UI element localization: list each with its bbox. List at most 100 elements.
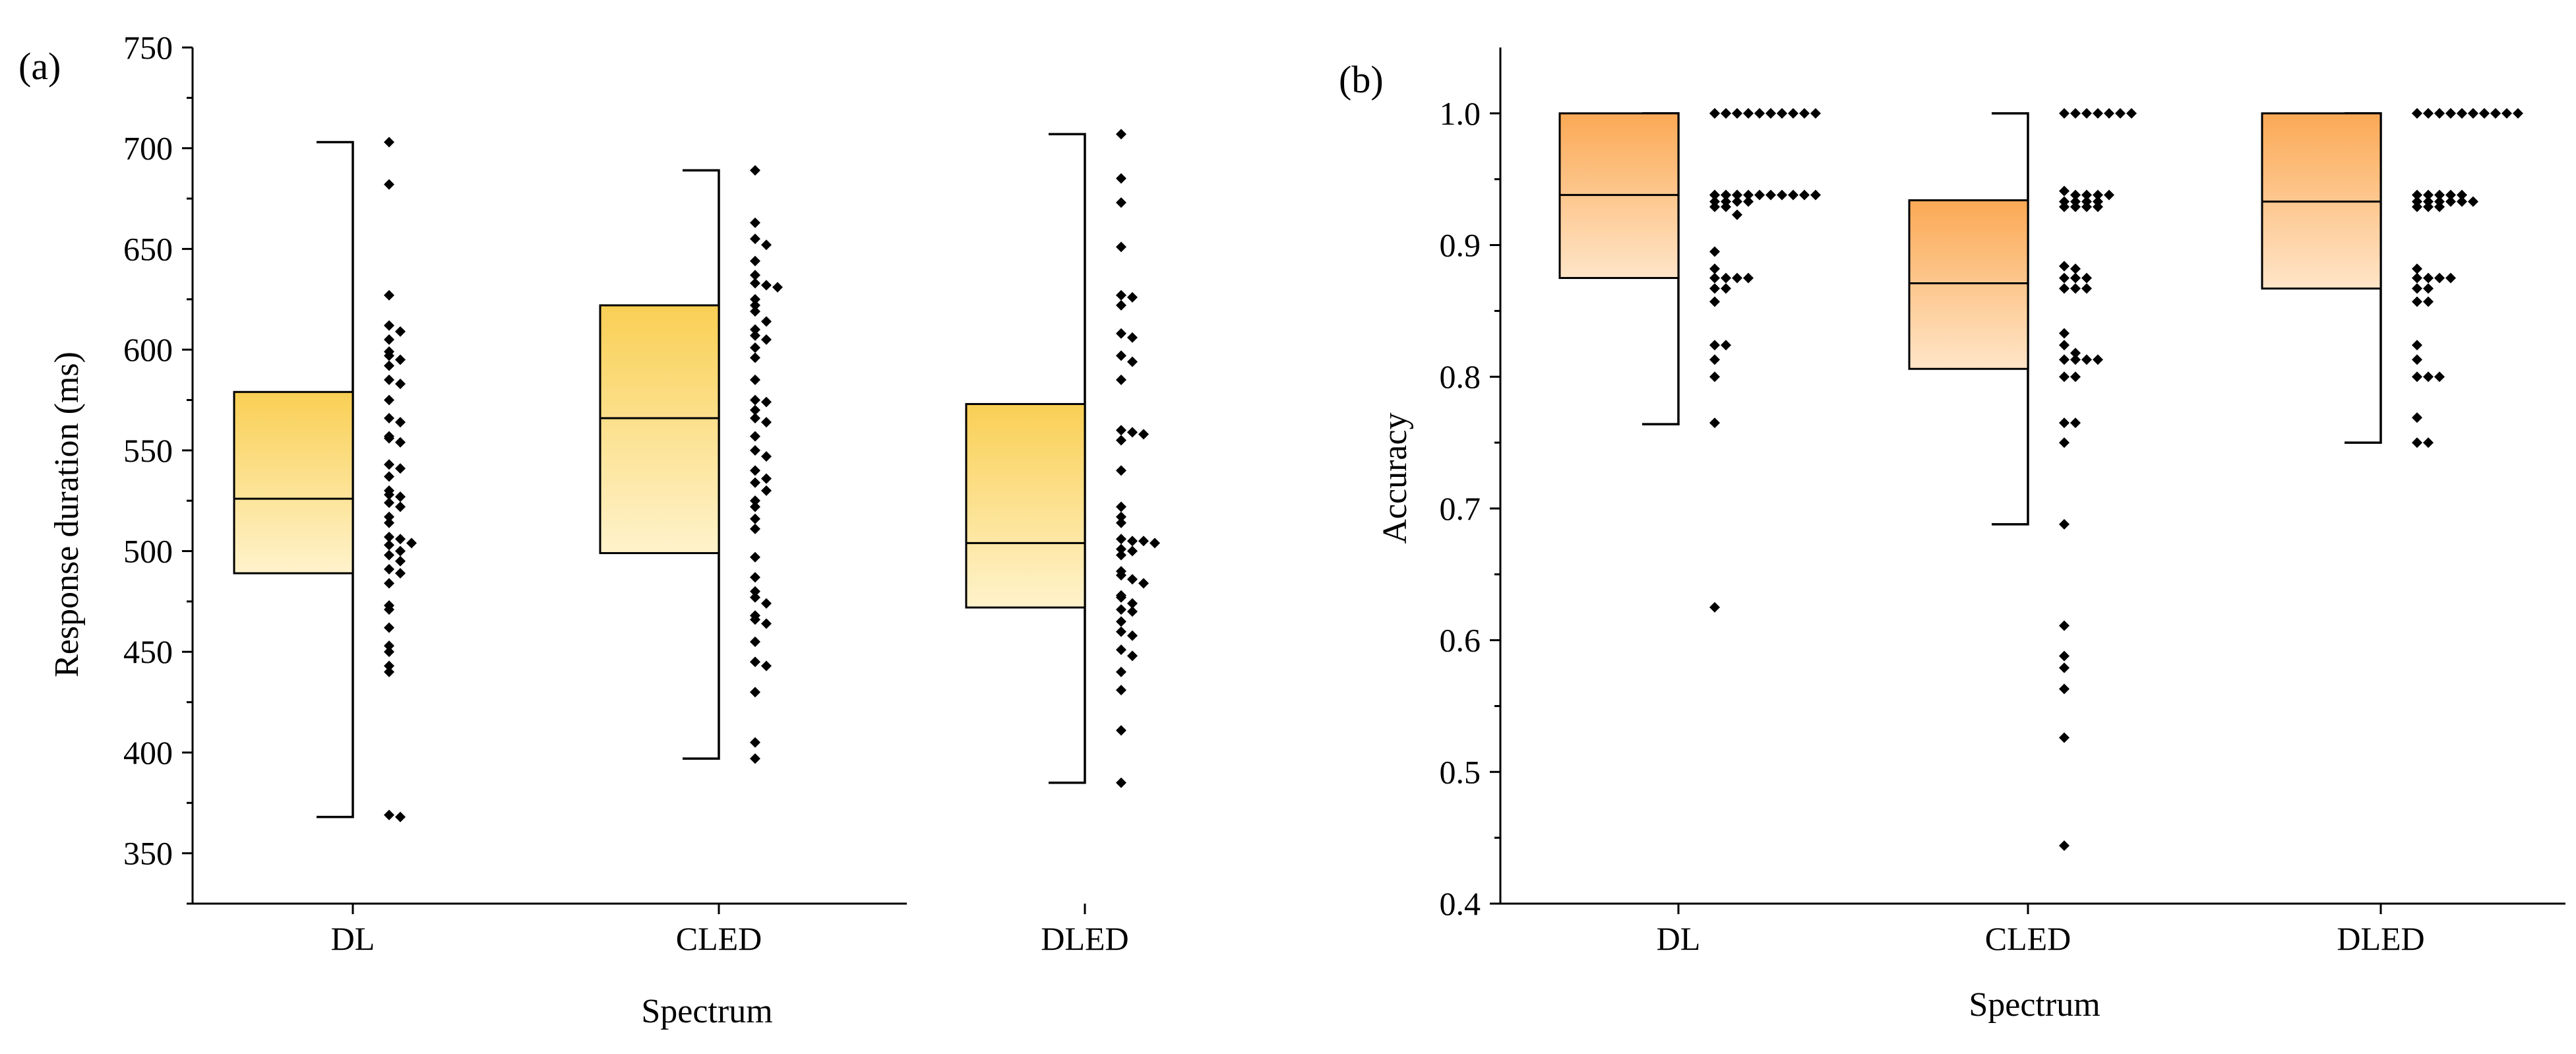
data-point bbox=[384, 666, 394, 677]
data-point bbox=[1127, 545, 1138, 557]
data-point bbox=[750, 324, 760, 335]
data-point bbox=[1116, 543, 1126, 555]
data-point bbox=[761, 473, 772, 484]
data-point bbox=[1127, 630, 1138, 641]
data-point bbox=[1116, 592, 1126, 603]
data-point bbox=[2457, 108, 2467, 119]
data-point bbox=[2445, 196, 2456, 207]
data-point bbox=[2434, 201, 2445, 212]
y-tick-label: 650 bbox=[123, 230, 173, 267]
data-point bbox=[1788, 189, 1798, 201]
data-point bbox=[395, 501, 406, 512]
data-point bbox=[1116, 644, 1126, 656]
data-point bbox=[1116, 626, 1126, 637]
data-point bbox=[750, 753, 760, 764]
box-group-cled bbox=[1908, 108, 2137, 852]
data-point bbox=[2081, 283, 2092, 294]
data-point bbox=[750, 737, 760, 748]
data-point bbox=[750, 431, 760, 442]
data-point bbox=[2412, 340, 2422, 351]
data-point bbox=[2434, 108, 2445, 119]
data-point bbox=[2059, 418, 2070, 429]
data-point bbox=[1810, 108, 1821, 119]
data-point bbox=[1732, 108, 1742, 119]
panel-b: (b) Accuracy Spectrum 0.4 0.5 0.6 0.7 0.8 0.9… bbox=[1339, 47, 2565, 1024]
y-tick-label: 450 bbox=[123, 633, 173, 670]
data-point bbox=[1777, 108, 1787, 119]
data-point bbox=[750, 165, 760, 176]
data-point bbox=[384, 540, 394, 551]
data-point bbox=[2070, 189, 2081, 201]
data-point bbox=[2059, 272, 2070, 284]
data-point bbox=[750, 217, 760, 228]
data-point bbox=[761, 280, 772, 291]
data-point bbox=[772, 282, 783, 293]
y-tick-label: 0.7 bbox=[1440, 490, 1481, 527]
box-group-dled bbox=[965, 129, 1160, 788]
y-tick-label: 400 bbox=[123, 734, 173, 771]
iqr-box bbox=[1908, 199, 2029, 370]
data-point bbox=[750, 465, 760, 476]
data-point bbox=[1116, 570, 1126, 581]
data-point bbox=[1721, 340, 1731, 351]
data-point bbox=[1116, 616, 1126, 627]
box-group-dl bbox=[1558, 108, 1821, 613]
data-point bbox=[1116, 549, 1126, 561]
x-tick-label: DLED bbox=[2337, 920, 2424, 957]
data-point bbox=[384, 137, 394, 148]
data-point bbox=[2093, 108, 2103, 119]
data-point bbox=[395, 568, 406, 579]
data-point bbox=[1116, 374, 1126, 385]
data-point bbox=[750, 404, 760, 416]
data-point bbox=[2059, 328, 2070, 339]
data-point bbox=[2423, 189, 2434, 201]
data-point bbox=[1116, 435, 1126, 446]
y-tick-label: 0.4 bbox=[1440, 885, 1481, 922]
data-point bbox=[395, 491, 406, 503]
data-point bbox=[1116, 173, 1126, 184]
data-point bbox=[1127, 536, 1138, 547]
data-point bbox=[2468, 196, 2478, 207]
panel-label: (a) bbox=[18, 45, 61, 88]
data-point bbox=[395, 545, 406, 557]
data-point bbox=[1709, 418, 1720, 429]
box-group-cled bbox=[599, 165, 783, 764]
data-point bbox=[384, 578, 394, 589]
data-point bbox=[1127, 356, 1138, 367]
y-tick-label: 700 bbox=[123, 130, 173, 167]
data-point bbox=[1116, 129, 1126, 140]
data-point bbox=[395, 379, 406, 390]
data-point bbox=[384, 809, 394, 821]
data-point bbox=[1116, 604, 1126, 615]
y-tick-label: 500 bbox=[123, 533, 173, 570]
data-point bbox=[395, 555, 406, 567]
data-point bbox=[2434, 272, 2445, 284]
data-point bbox=[750, 495, 760, 507]
data-point bbox=[1116, 197, 1126, 208]
data-point bbox=[2081, 354, 2092, 365]
data-point bbox=[1116, 328, 1126, 339]
data-point bbox=[2412, 263, 2422, 274]
x-tick-label: DLED bbox=[1041, 920, 1128, 957]
data-point bbox=[384, 290, 394, 301]
data-point bbox=[750, 614, 760, 625]
data-point bbox=[2093, 354, 2103, 365]
data-point bbox=[1709, 371, 1720, 383]
data-point bbox=[1743, 272, 1754, 284]
y-tick-label: 350 bbox=[123, 835, 173, 872]
data-point bbox=[2070, 418, 2081, 429]
data-point bbox=[750, 477, 760, 488]
data-point bbox=[2423, 296, 2434, 307]
data-point bbox=[2423, 108, 2434, 119]
iqr-box bbox=[965, 403, 1086, 609]
data-point bbox=[384, 179, 394, 190]
data-point bbox=[2059, 108, 2070, 119]
data-point bbox=[1116, 534, 1126, 545]
data-point bbox=[2457, 196, 2467, 207]
data-point bbox=[2490, 108, 2501, 119]
data-point bbox=[2457, 189, 2467, 201]
data-point bbox=[2126, 108, 2137, 119]
data-point bbox=[2423, 437, 2434, 449]
y-tick-label: 750 bbox=[123, 29, 173, 66]
